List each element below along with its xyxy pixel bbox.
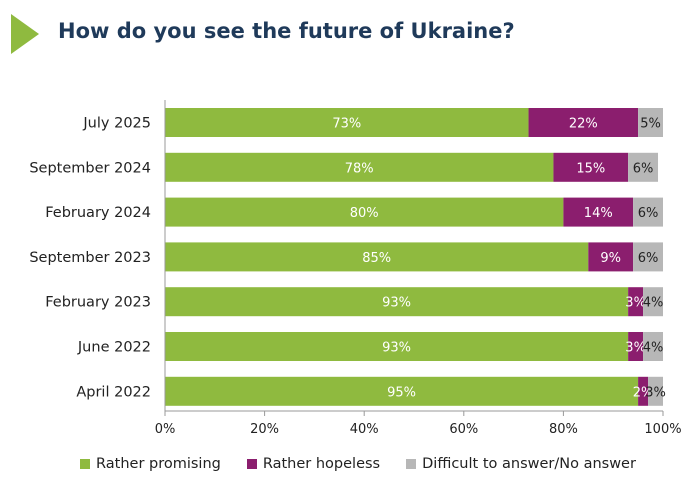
bar-segment-no-answer <box>633 242 663 272</box>
data-label: 14% <box>584 206 613 221</box>
bar-segment-hopeless <box>588 242 634 272</box>
bar-segment-promising <box>165 242 589 272</box>
bar-segment-hopeless <box>628 287 644 317</box>
data-label: 6% <box>638 251 659 266</box>
x-tick-label: 100% <box>644 422 681 437</box>
x-tick-label: 60% <box>449 422 478 437</box>
x-tick-label: 0% <box>155 422 176 437</box>
title-arrow-decoration <box>11 14 39 54</box>
legend-item: Difficult to answer/No answer <box>406 456 636 472</box>
bar-segment-no-answer <box>638 108 663 137</box>
legend-swatch <box>80 459 90 469</box>
category-label: February 2023 <box>45 295 151 311</box>
data-label: 3% <box>645 385 666 400</box>
chart-legend: Rather promising Rather hopeless Difficult… <box>80 456 662 472</box>
bar-segment-no-answer <box>628 152 659 182</box>
data-label: 93% <box>382 341 411 356</box>
data-label: 3% <box>625 296 646 311</box>
bar-segment-promising <box>165 287 629 317</box>
legend-label: Rather promising <box>96 456 221 472</box>
data-label: 78% <box>345 161 374 176</box>
stacked-bar-chart: July 2025 73% 22% 5% September 2024 78% 15% 6% F… <box>29 100 682 437</box>
category-label: September 2023 <box>29 250 151 266</box>
data-label: 95% <box>387 385 416 400</box>
legend-swatch <box>246 459 257 469</box>
bar-segment-promising <box>165 197 564 227</box>
bar-segment-no-answer <box>633 197 663 227</box>
data-label: 80% <box>350 206 379 221</box>
legend-swatch <box>406 459 417 469</box>
bar-segment-hopeless <box>563 197 634 227</box>
bar-segment-promising <box>165 152 554 182</box>
category-label: June 2022 <box>77 340 151 356</box>
category-label: April 2022 <box>76 384 151 400</box>
x-tick-label: 20% <box>250 422 279 437</box>
bar-segment-no-answer <box>643 287 663 317</box>
category-label: September 2024 <box>29 160 151 176</box>
data-label: 4% <box>643 341 664 356</box>
legend-label: Rather hopeless <box>262 456 381 472</box>
data-label: 6% <box>638 206 659 221</box>
data-label: 4% <box>643 296 664 311</box>
chart-title: How do you see the future of Ukraine? <box>58 19 515 43</box>
bar-segment-hopeless <box>638 376 649 406</box>
data-label: 9% <box>600 251 621 266</box>
x-tick-label: 80% <box>549 422 578 437</box>
bar-segment-hopeless <box>528 108 639 137</box>
data-label: 15% <box>576 161 605 176</box>
bar-segment-no-answer <box>648 376 663 406</box>
data-label: 85% <box>362 251 391 266</box>
data-label: 5% <box>640 117 661 132</box>
legend-item: Rather hopeless <box>246 456 381 472</box>
data-label: 73% <box>332 117 361 132</box>
bar-segment-no-answer <box>643 332 663 361</box>
legend-item: Rather promising <box>80 456 221 472</box>
x-tick-label: 40% <box>350 422 379 437</box>
legend-label: Difficult to answer/No answer <box>422 456 636 472</box>
bar-segment-hopeless <box>628 332 644 361</box>
bar-segment-promising <box>165 332 629 361</box>
category-label: July 2025 <box>82 116 151 132</box>
data-label: 22% <box>569 117 598 132</box>
bar-segment-promising <box>165 108 529 137</box>
data-label: 6% <box>633 161 654 176</box>
category-label: February 2024 <box>45 205 151 221</box>
bar-segment-hopeless <box>553 152 629 182</box>
data-label: 3% <box>625 341 646 356</box>
bar-segment-promising <box>165 376 639 406</box>
data-label: 93% <box>382 296 411 311</box>
